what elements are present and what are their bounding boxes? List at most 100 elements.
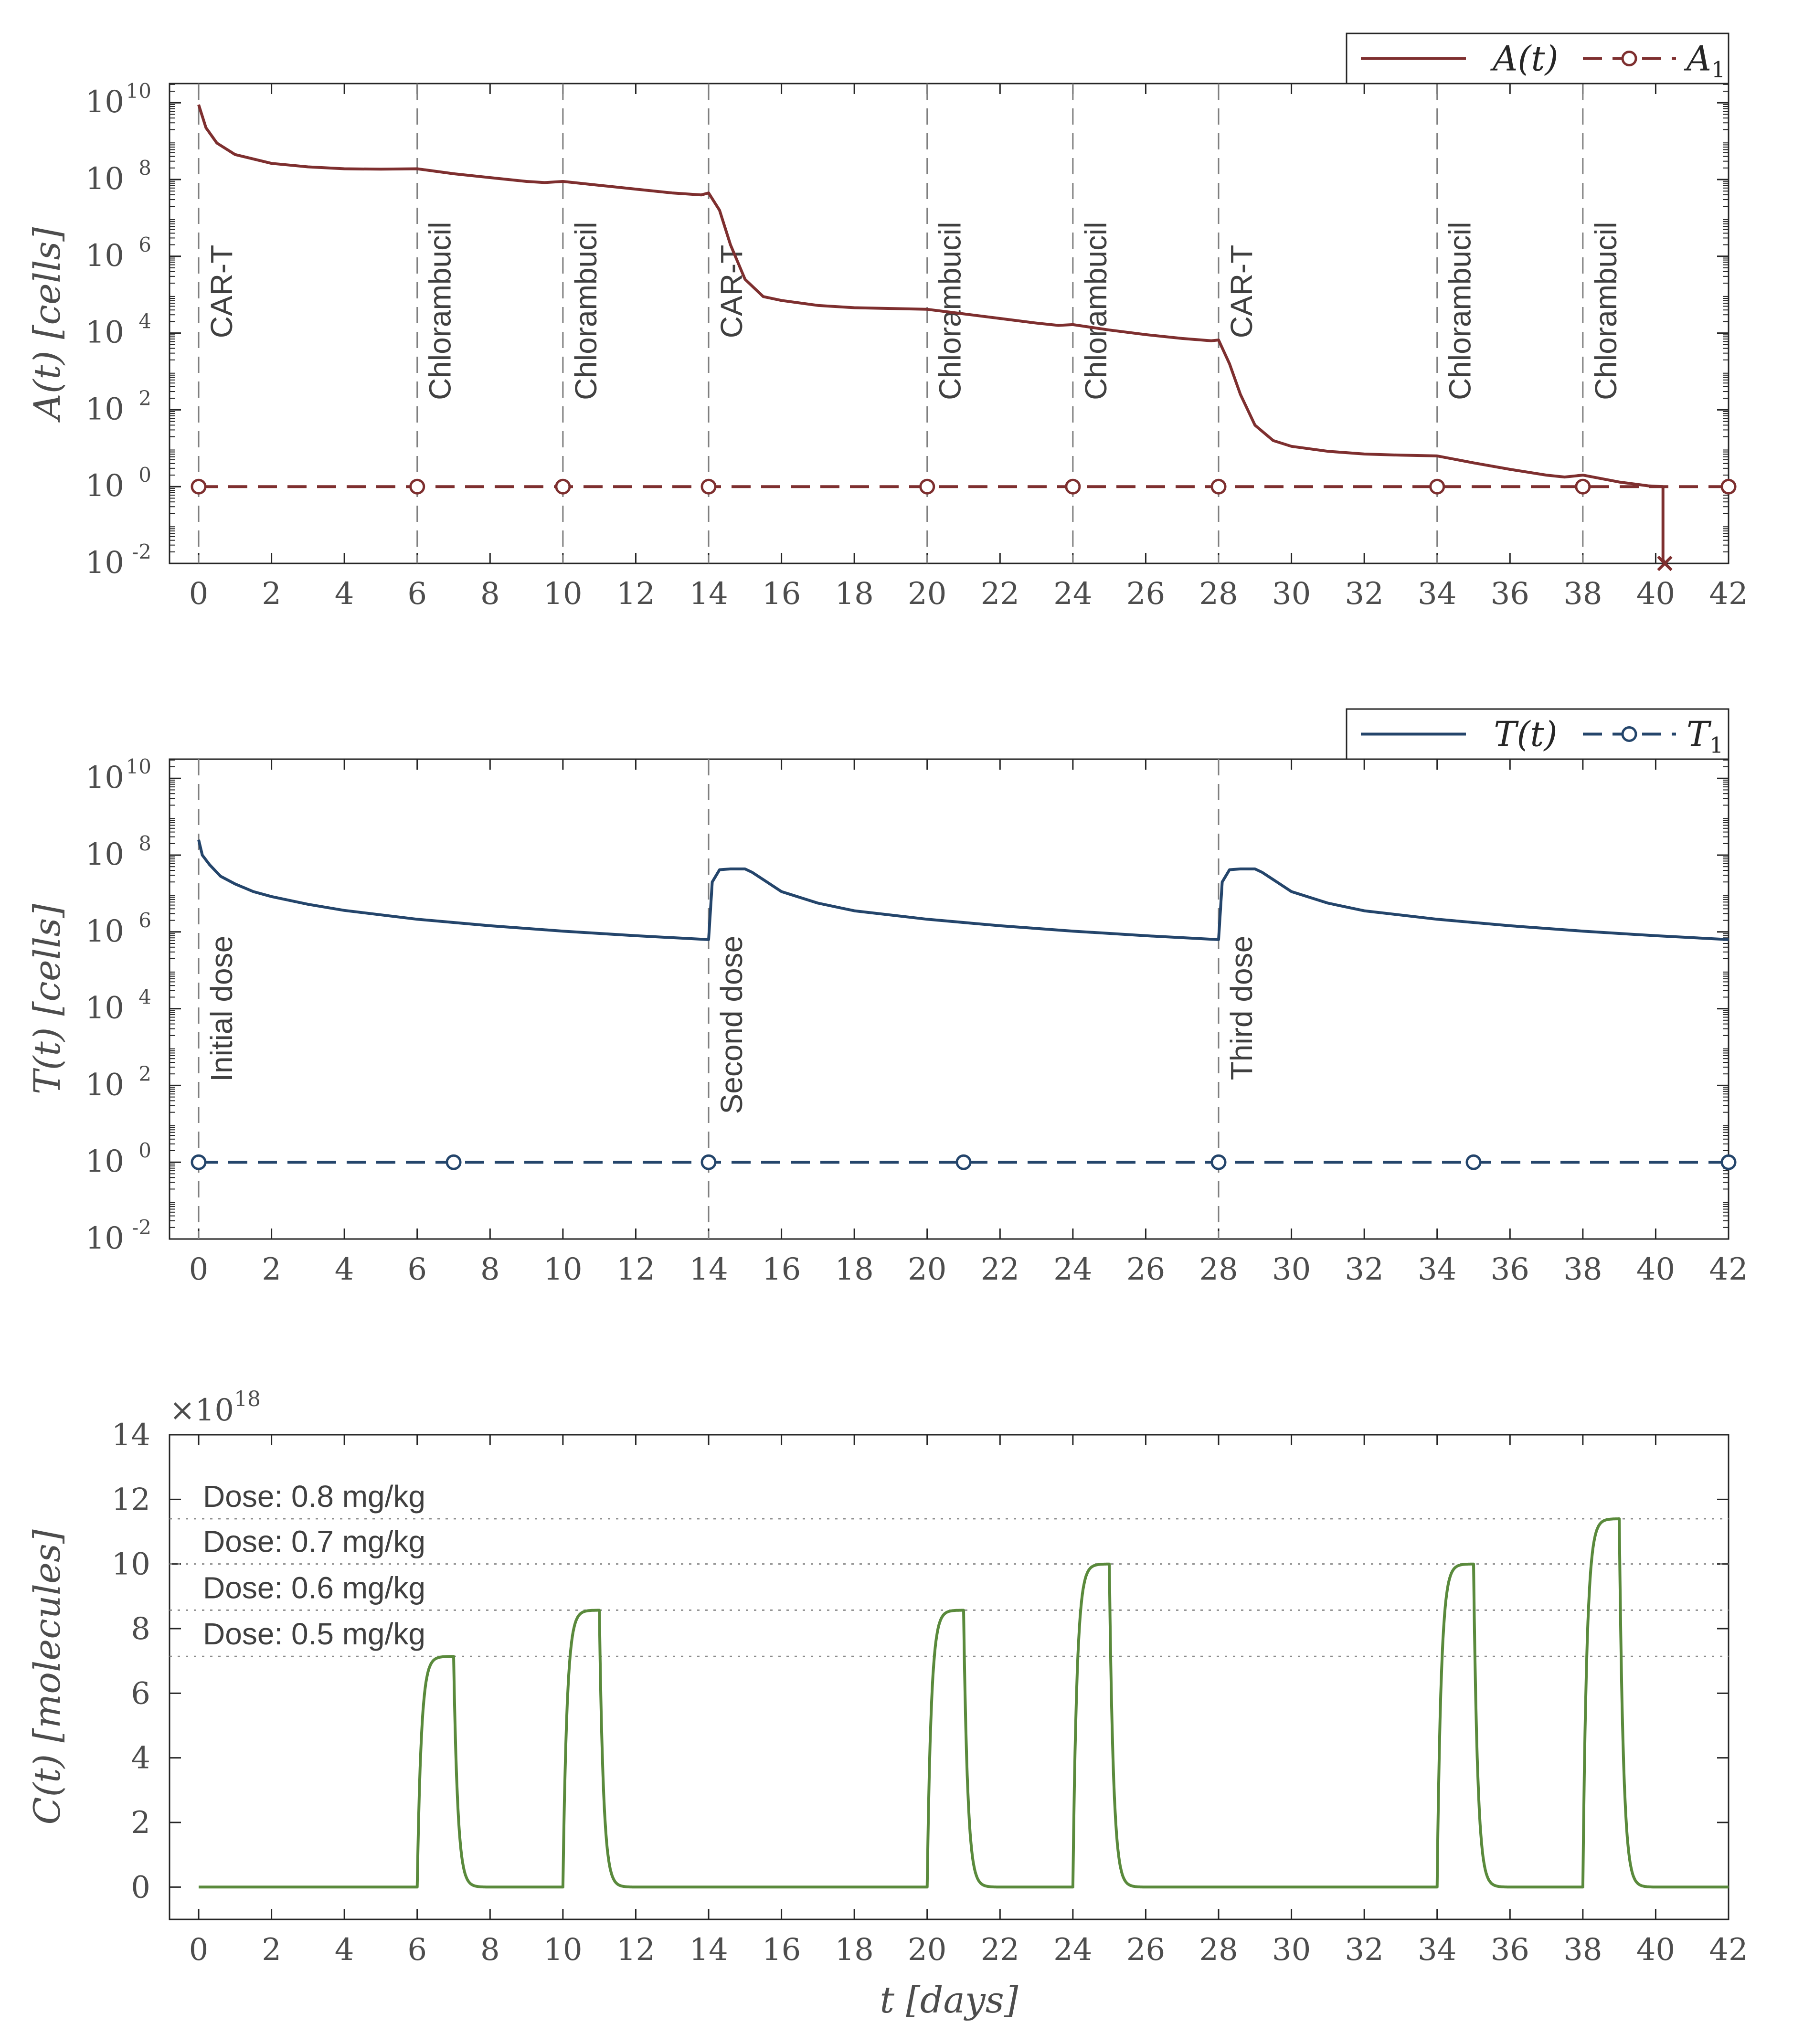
x-axis-label: t [days] [880, 1979, 1019, 2021]
x-tick-label: 18 [835, 1932, 873, 1968]
y-tick-label: 0 [131, 1870, 150, 1905]
y-tick-label: 6 [131, 1676, 150, 1711]
x-tick-label: 22 [981, 576, 1019, 612]
y-tick-label: 10 [85, 468, 124, 504]
series-line [197, 839, 1729, 941]
x-tick-label: 8 [480, 1932, 500, 1968]
x-tick-label: 40 [1636, 1252, 1675, 1287]
y-tick-label: 10 [112, 1547, 150, 1582]
y-tick-exponent: 0 [138, 1139, 151, 1162]
y-tick-exponent: -2 [132, 1216, 151, 1239]
x-tick-label: 30 [1272, 576, 1311, 612]
y-tick-label: 10 [85, 545, 124, 581]
event-annotation: Chlorambucil [1589, 222, 1623, 400]
chart-panel-t: 0 2 4 6 8 10 12 14 16 18 20 22 24 26 28 30 32 34 36 38 40 421… [26, 708, 1748, 1287]
legend-marker [1621, 51, 1637, 66]
x-tick-label: 18 [835, 1252, 873, 1287]
y-tick-label: 10 [85, 760, 124, 795]
x-tick-label: 22 [981, 1932, 1019, 1968]
x-tick-label: 42 [1709, 1932, 1748, 1968]
x-tick-label: 8 [480, 1252, 500, 1287]
x-tick-label: 2 [262, 1932, 281, 1968]
x-tick-label: 36 [1491, 1252, 1529, 1287]
x-tick-label: 20 [908, 1252, 946, 1287]
x-tick-label: 24 [1053, 1252, 1092, 1287]
threshold-marker [1065, 478, 1081, 495]
x-tick-label: 42 [1709, 576, 1748, 612]
y-tick-label: 12 [112, 1482, 150, 1517]
x-tick-label: 26 [1126, 1252, 1165, 1287]
y-tick-exponent: 2 [138, 1062, 151, 1085]
series-line [197, 104, 1666, 564]
x-tick-label: 12 [616, 1252, 655, 1287]
threshold-marker [955, 1154, 972, 1170]
dose-level-label: Dose: 0.6 mg/kg [203, 1570, 425, 1605]
x-tick-label: 26 [1126, 1932, 1165, 1968]
x-tick-label: 4 [335, 1932, 354, 1968]
x-tick-label: 30 [1272, 1252, 1311, 1287]
chart-panel-a: 0 2 4 6 8 10 12 14 16 18 20 22 24 26 28 30 32 34 36 38 40 421… [26, 32, 1748, 612]
y-axis-label: C(t) [molecules] [26, 1529, 68, 1825]
threshold-marker [555, 478, 571, 495]
x-tick-label: 0 [189, 1932, 209, 1968]
x-tick-label: 26 [1126, 576, 1165, 612]
threshold-marker [1210, 1154, 1227, 1170]
threshold-marker [409, 478, 425, 495]
x-tick-label: 6 [407, 1252, 427, 1287]
x-tick-label: 36 [1491, 576, 1529, 612]
y-tick-label: 10 [85, 991, 124, 1026]
event-annotation: Chlorambucil [1443, 222, 1477, 400]
threshold-marker [1575, 478, 1591, 495]
y-tick-exponent: 0 [138, 463, 151, 487]
x-tick-label: 12 [616, 576, 655, 612]
y-tick-exponent: -2 [132, 540, 151, 563]
y-tick-label: 10 [85, 1067, 124, 1102]
event-annotation: CAR-T [1224, 245, 1259, 339]
y-tick-label: 10 [85, 1144, 124, 1179]
plot-frame [169, 758, 1729, 1240]
y-tick-label: 10 [85, 837, 124, 872]
y-tick-exponent: 8 [138, 156, 151, 180]
x-tick-label: 4 [335, 1252, 354, 1287]
legend-subscript: 1 [1711, 57, 1725, 83]
y-tick-label: 10 [85, 914, 124, 949]
x-tick-label: 20 [908, 576, 946, 612]
y-tick-label: 10 [85, 1221, 124, 1256]
y-multiplier-exponent: 18 [234, 1387, 261, 1411]
event-annotation: Chlorambucil [423, 222, 457, 400]
x-tick-label: 32 [1345, 1252, 1383, 1287]
y-tick-exponent: 6 [138, 909, 151, 932]
event-annotation: Initial dose [204, 936, 239, 1082]
x-tick-label: 2 [262, 1252, 281, 1287]
x-tick-label: 38 [1563, 1932, 1602, 1968]
x-tick-label: 28 [1199, 1252, 1238, 1287]
x-tick-label: 28 [1199, 1932, 1238, 1968]
dose-level-label: Dose: 0.7 mg/kg [203, 1525, 425, 1559]
y-tick-label: 10 [85, 392, 124, 427]
y-tick-label: 14 [112, 1418, 150, 1453]
x-tick-label: 0 [189, 576, 209, 612]
x-tick-label: 20 [908, 1932, 946, 1968]
x-tick-label: 14 [689, 1252, 728, 1287]
legend-marker [1621, 726, 1637, 742]
x-tick-label: 40 [1636, 1932, 1675, 1968]
y-tick-exponent: 4 [138, 310, 151, 333]
event-annotation: Second dose [714, 936, 749, 1114]
series-line [198, 1517, 1729, 1889]
x-tick-label: 4 [335, 576, 354, 612]
y-tick-label: 2 [131, 1805, 150, 1841]
x-tick-label: 36 [1491, 1932, 1529, 1968]
legend-label-series: T(t) [1494, 714, 1557, 754]
x-tick-label: 34 [1418, 576, 1456, 612]
x-tick-label: 6 [407, 576, 427, 612]
y-axis-label: A(t) [cells] [26, 227, 68, 423]
y-tick-label: 4 [131, 1741, 150, 1776]
x-tick-label: 22 [981, 1252, 1019, 1287]
threshold-marker [1720, 1154, 1737, 1170]
threshold-marker [1429, 478, 1445, 495]
event-annotation: CAR-T [714, 245, 749, 339]
y-axis-label: T(t) [cells] [26, 904, 68, 1094]
threshold-marker [446, 1154, 462, 1170]
plot-frame [169, 83, 1729, 564]
x-tick-label: 42 [1709, 1252, 1748, 1287]
